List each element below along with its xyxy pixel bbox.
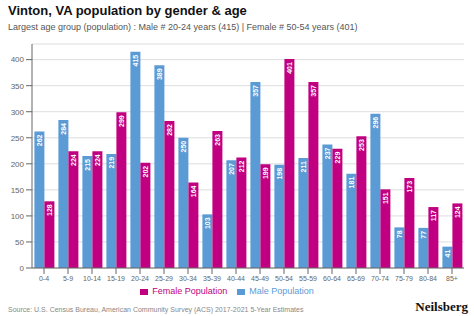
svg-text:75-79: 75-79: [395, 275, 413, 282]
svg-text:117: 117: [430, 210, 437, 221]
svg-text:35-39: 35-39: [203, 275, 221, 282]
svg-text:124: 124: [454, 206, 461, 218]
svg-text:85+: 85+: [446, 275, 458, 282]
html-text:Neilsberg: Neilsberg: [415, 299, 468, 314]
svg-text:250: 250: [180, 141, 187, 153]
svg-text:181: 181: [348, 177, 355, 189]
svg-text:103: 103: [204, 217, 211, 229]
svg-text:263: 263: [214, 134, 221, 146]
svg-text:45-49: 45-49: [251, 275, 269, 282]
html-text:Largest age group (population): Largest age group (population) : Male # …: [8, 22, 358, 32]
svg-text:5-9: 5-9: [63, 275, 73, 282]
svg-text:198: 198: [276, 168, 283, 180]
svg-text:296: 296: [372, 117, 379, 129]
svg-text:164: 164: [190, 185, 197, 197]
svg-text:202: 202: [142, 166, 149, 178]
svg-text:10-14: 10-14: [83, 275, 101, 282]
svg-text:77: 77: [420, 231, 427, 239]
svg-text:229: 229: [334, 152, 341, 164]
svg-text:357: 357: [310, 85, 317, 97]
svg-text:237: 237: [324, 147, 331, 159]
svg-text:350: 350: [11, 82, 25, 91]
svg-text:78: 78: [396, 230, 403, 238]
svg-text:299: 299: [118, 115, 125, 127]
svg-text:262: 262: [36, 134, 43, 146]
svg-text:250: 250: [11, 134, 25, 143]
html-text:Male Population: Male Population: [249, 286, 314, 296]
svg-text:300: 300: [11, 108, 25, 117]
svg-text:100: 100: [11, 212, 25, 221]
svg-text:219: 219: [108, 157, 115, 169]
svg-text:151: 151: [382, 192, 389, 204]
svg-text:207: 207: [228, 163, 235, 175]
html-text:Vinton, VA population by gende: Vinton, VA population by gender & age: [8, 3, 247, 18]
html-text:Female Population: Female Population: [152, 286, 228, 296]
svg-text:200: 200: [11, 160, 25, 169]
svg-text:0-4: 0-4: [39, 275, 49, 282]
svg-text:401: 401: [286, 62, 293, 74]
svg-text:50: 50: [15, 238, 24, 247]
svg-text:253: 253: [358, 139, 365, 151]
svg-text:25-29: 25-29: [155, 275, 173, 282]
svg-text:215: 215: [84, 159, 91, 171]
svg-text:65-69: 65-69: [347, 275, 365, 282]
svg-text:389: 389: [156, 68, 163, 80]
svg-text:80-84: 80-84: [419, 275, 437, 282]
svg-text:70-74: 70-74: [371, 275, 389, 282]
svg-text:128: 128: [46, 204, 53, 216]
svg-text:60-64: 60-64: [323, 275, 341, 282]
svg-text:30-34: 30-34: [179, 275, 197, 282]
svg-text:224: 224: [94, 154, 101, 166]
svg-text:212: 212: [238, 160, 245, 172]
svg-text:211: 211: [300, 161, 307, 172]
svg-text:20-24: 20-24: [131, 275, 149, 282]
svg-text:284: 284: [60, 123, 67, 135]
svg-text:224: 224: [70, 154, 77, 166]
svg-text:173: 173: [406, 181, 413, 193]
html-text:Source: U.S. Census Bureau, Am: Source: U.S. Census Bureau, American Com…: [8, 306, 304, 313]
svg-text:0: 0: [20, 264, 25, 273]
svg-text:50-54: 50-54: [275, 275, 293, 282]
svg-text:199: 199: [262, 167, 269, 179]
svg-text:357: 357: [252, 85, 259, 97]
svg-text:55-59: 55-59: [299, 275, 317, 282]
svg-text:150: 150: [11, 186, 25, 195]
svg-text:15-19: 15-19: [107, 275, 125, 282]
svg-text:415: 415: [132, 55, 139, 67]
svg-text:41: 41: [444, 250, 451, 258]
svg-text:282: 282: [166, 124, 173, 136]
svg-text:400: 400: [11, 55, 25, 64]
svg-text:40-44: 40-44: [227, 275, 245, 282]
